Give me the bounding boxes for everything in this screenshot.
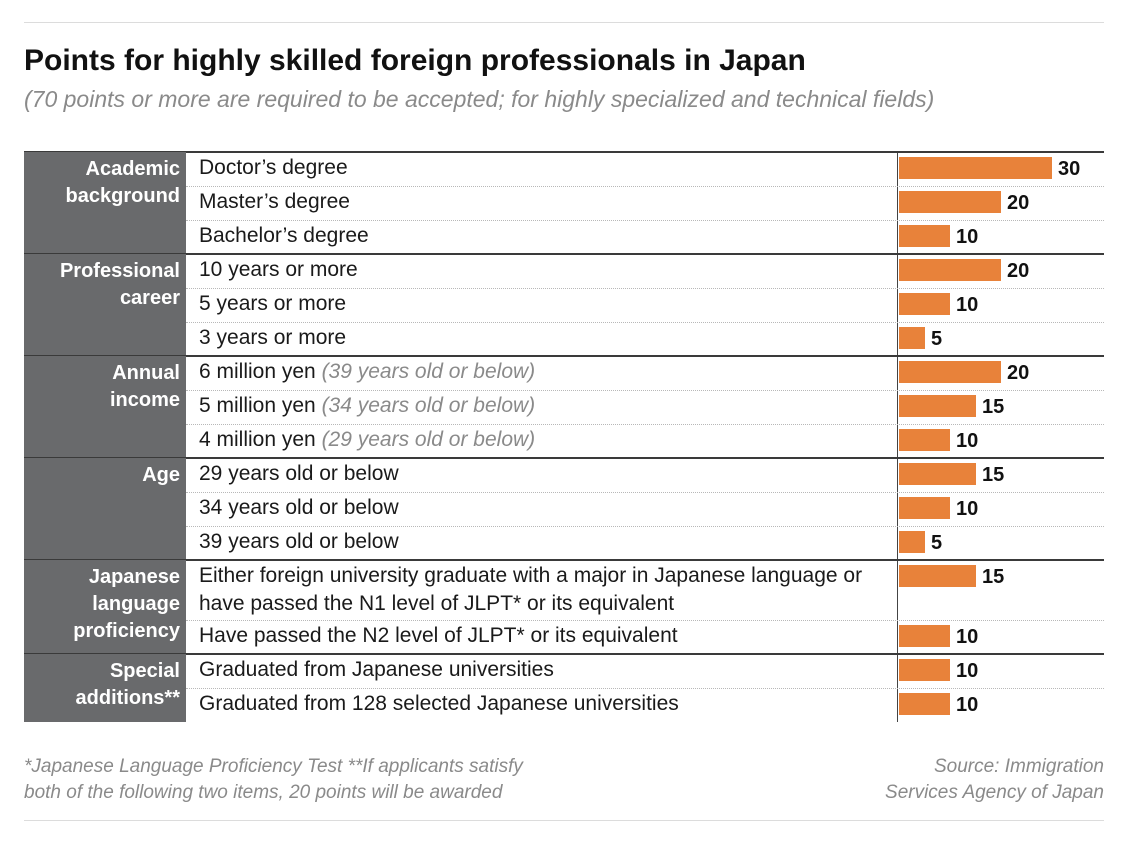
row-divider xyxy=(186,186,1104,187)
bar xyxy=(899,259,1001,281)
bar xyxy=(899,497,950,519)
bar-value-label: 10 xyxy=(956,226,979,248)
item-label: Either foreign university graduate with … xyxy=(199,562,899,618)
bar-value-label: 5 xyxy=(931,532,943,554)
group-divider xyxy=(24,559,1104,561)
top-rule xyxy=(24,22,1104,23)
bar-value-label: 20 xyxy=(1007,362,1030,384)
item-label: 39 years old or below xyxy=(199,528,899,556)
bar-value-label: 15 xyxy=(982,464,1005,486)
category-label: Japanese language proficiency xyxy=(24,560,186,654)
bar xyxy=(899,157,1052,179)
bar xyxy=(899,429,950,451)
row-divider xyxy=(186,288,1104,289)
item-label: 6 million yen (39 years old or below) xyxy=(199,358,899,386)
bar xyxy=(899,463,976,485)
category-label: Special additions** xyxy=(24,654,186,722)
item-label-text: 34 years old or below xyxy=(199,496,399,519)
item-label: Graduated from 128 selected Japanese uni… xyxy=(199,690,899,718)
bar xyxy=(899,693,950,715)
row-divider xyxy=(186,424,1104,425)
chart-subtitle: (70 points or more are required to be ac… xyxy=(24,86,935,112)
item-label: 29 years old or below xyxy=(199,460,899,488)
item-label-text: Graduated from 128 selected Japanese uni… xyxy=(199,692,679,715)
footnotes: *Japanese Language Proficiency Test **If… xyxy=(24,756,523,803)
bar-value-label: 10 xyxy=(956,294,979,316)
bar xyxy=(899,191,1001,213)
bar-value-label: 20 xyxy=(1007,192,1030,214)
bar xyxy=(899,531,925,553)
bar xyxy=(899,225,950,247)
bar-value-label: 10 xyxy=(956,626,979,648)
item-label: 3 years or more xyxy=(199,324,899,352)
item-label: Doctor’s degree xyxy=(199,154,899,182)
bar-value-label: 10 xyxy=(956,430,979,452)
row-divider xyxy=(186,322,1104,323)
item-label: 34 years old or below xyxy=(199,494,899,522)
group-divider xyxy=(24,355,1104,357)
item-label-text: 10 years or more xyxy=(199,258,358,281)
bar-value-label: 10 xyxy=(956,498,979,520)
bottom-rule xyxy=(24,820,1104,821)
bar-value-label: 15 xyxy=(982,566,1005,588)
item-label-text: 39 years old or below xyxy=(199,530,399,553)
row-divider xyxy=(186,492,1104,493)
item-label: 10 years or more xyxy=(199,256,899,284)
item-label-text: Master’s degree xyxy=(199,190,350,213)
bar xyxy=(899,327,925,349)
bar xyxy=(899,659,950,681)
group-divider xyxy=(24,457,1104,459)
bar-value-label: 20 xyxy=(1007,260,1030,282)
row-divider xyxy=(186,220,1104,221)
group-divider xyxy=(24,653,1104,655)
item-label-text: 6 million yen xyxy=(199,360,322,383)
bar xyxy=(899,625,950,647)
item-label-note: (34 years old or below) xyxy=(321,394,536,417)
bar xyxy=(899,395,976,417)
bar-value-label: 15 xyxy=(982,396,1005,418)
row-divider xyxy=(186,620,1104,621)
source-note: Source: Immigration Services Agency of J… xyxy=(885,756,1104,803)
category-label: Professional career xyxy=(24,254,186,356)
row-divider xyxy=(186,688,1104,689)
category-label: Annual income xyxy=(24,356,186,458)
chart-title: Points for highly skilled foreign profes… xyxy=(24,44,806,77)
category-label: Age xyxy=(24,458,186,560)
item-label-text: Doctor’s degree xyxy=(199,156,348,179)
item-label-text: 29 years old or below xyxy=(199,462,399,485)
item-label-text: Graduated from Japanese universities xyxy=(199,658,554,681)
item-label-text: Bachelor’s degree xyxy=(199,224,369,247)
bar-value-label: 10 xyxy=(956,660,979,682)
item-label-text: Have passed the N2 level of JLPT* or its… xyxy=(199,624,678,647)
bar-value-label: 5 xyxy=(931,328,943,350)
item-label: Master’s degree xyxy=(199,188,899,216)
item-label-text: 3 years or more xyxy=(199,326,347,349)
item-label: 4 million yen (29 years old or below) xyxy=(199,426,899,454)
item-label-text: 5 years or more xyxy=(199,292,347,315)
points-table: Academic background Doctor’s degree 30 Mast… xyxy=(24,151,1104,730)
group-divider xyxy=(24,253,1104,255)
category-label: Academic background xyxy=(24,152,186,254)
item-label: 5 years or more xyxy=(199,290,899,318)
bar-value-label: 10 xyxy=(956,694,979,716)
item-label-text: Either foreign university graduate with … xyxy=(199,564,863,615)
row-divider xyxy=(186,526,1104,527)
item-label: Graduated from Japanese universities xyxy=(199,656,899,684)
item-label: Bachelor’s degree xyxy=(199,222,899,250)
item-label-note: (29 years old or below) xyxy=(321,428,536,451)
bar-value-label: 30 xyxy=(1058,158,1081,180)
item-label-text: 4 million yen xyxy=(199,428,322,451)
bar xyxy=(899,293,950,315)
bar xyxy=(899,565,976,587)
bar xyxy=(899,361,1001,383)
item-label-note: (39 years old or below) xyxy=(321,360,536,383)
group-divider xyxy=(24,151,1104,153)
item-label-text: 5 million yen xyxy=(199,394,322,417)
item-label: Have passed the N2 level of JLPT* or its… xyxy=(199,622,899,650)
row-divider xyxy=(186,390,1104,391)
item-label: 5 million yen (34 years old or below) xyxy=(199,392,899,420)
bar-axis-line xyxy=(897,152,898,722)
